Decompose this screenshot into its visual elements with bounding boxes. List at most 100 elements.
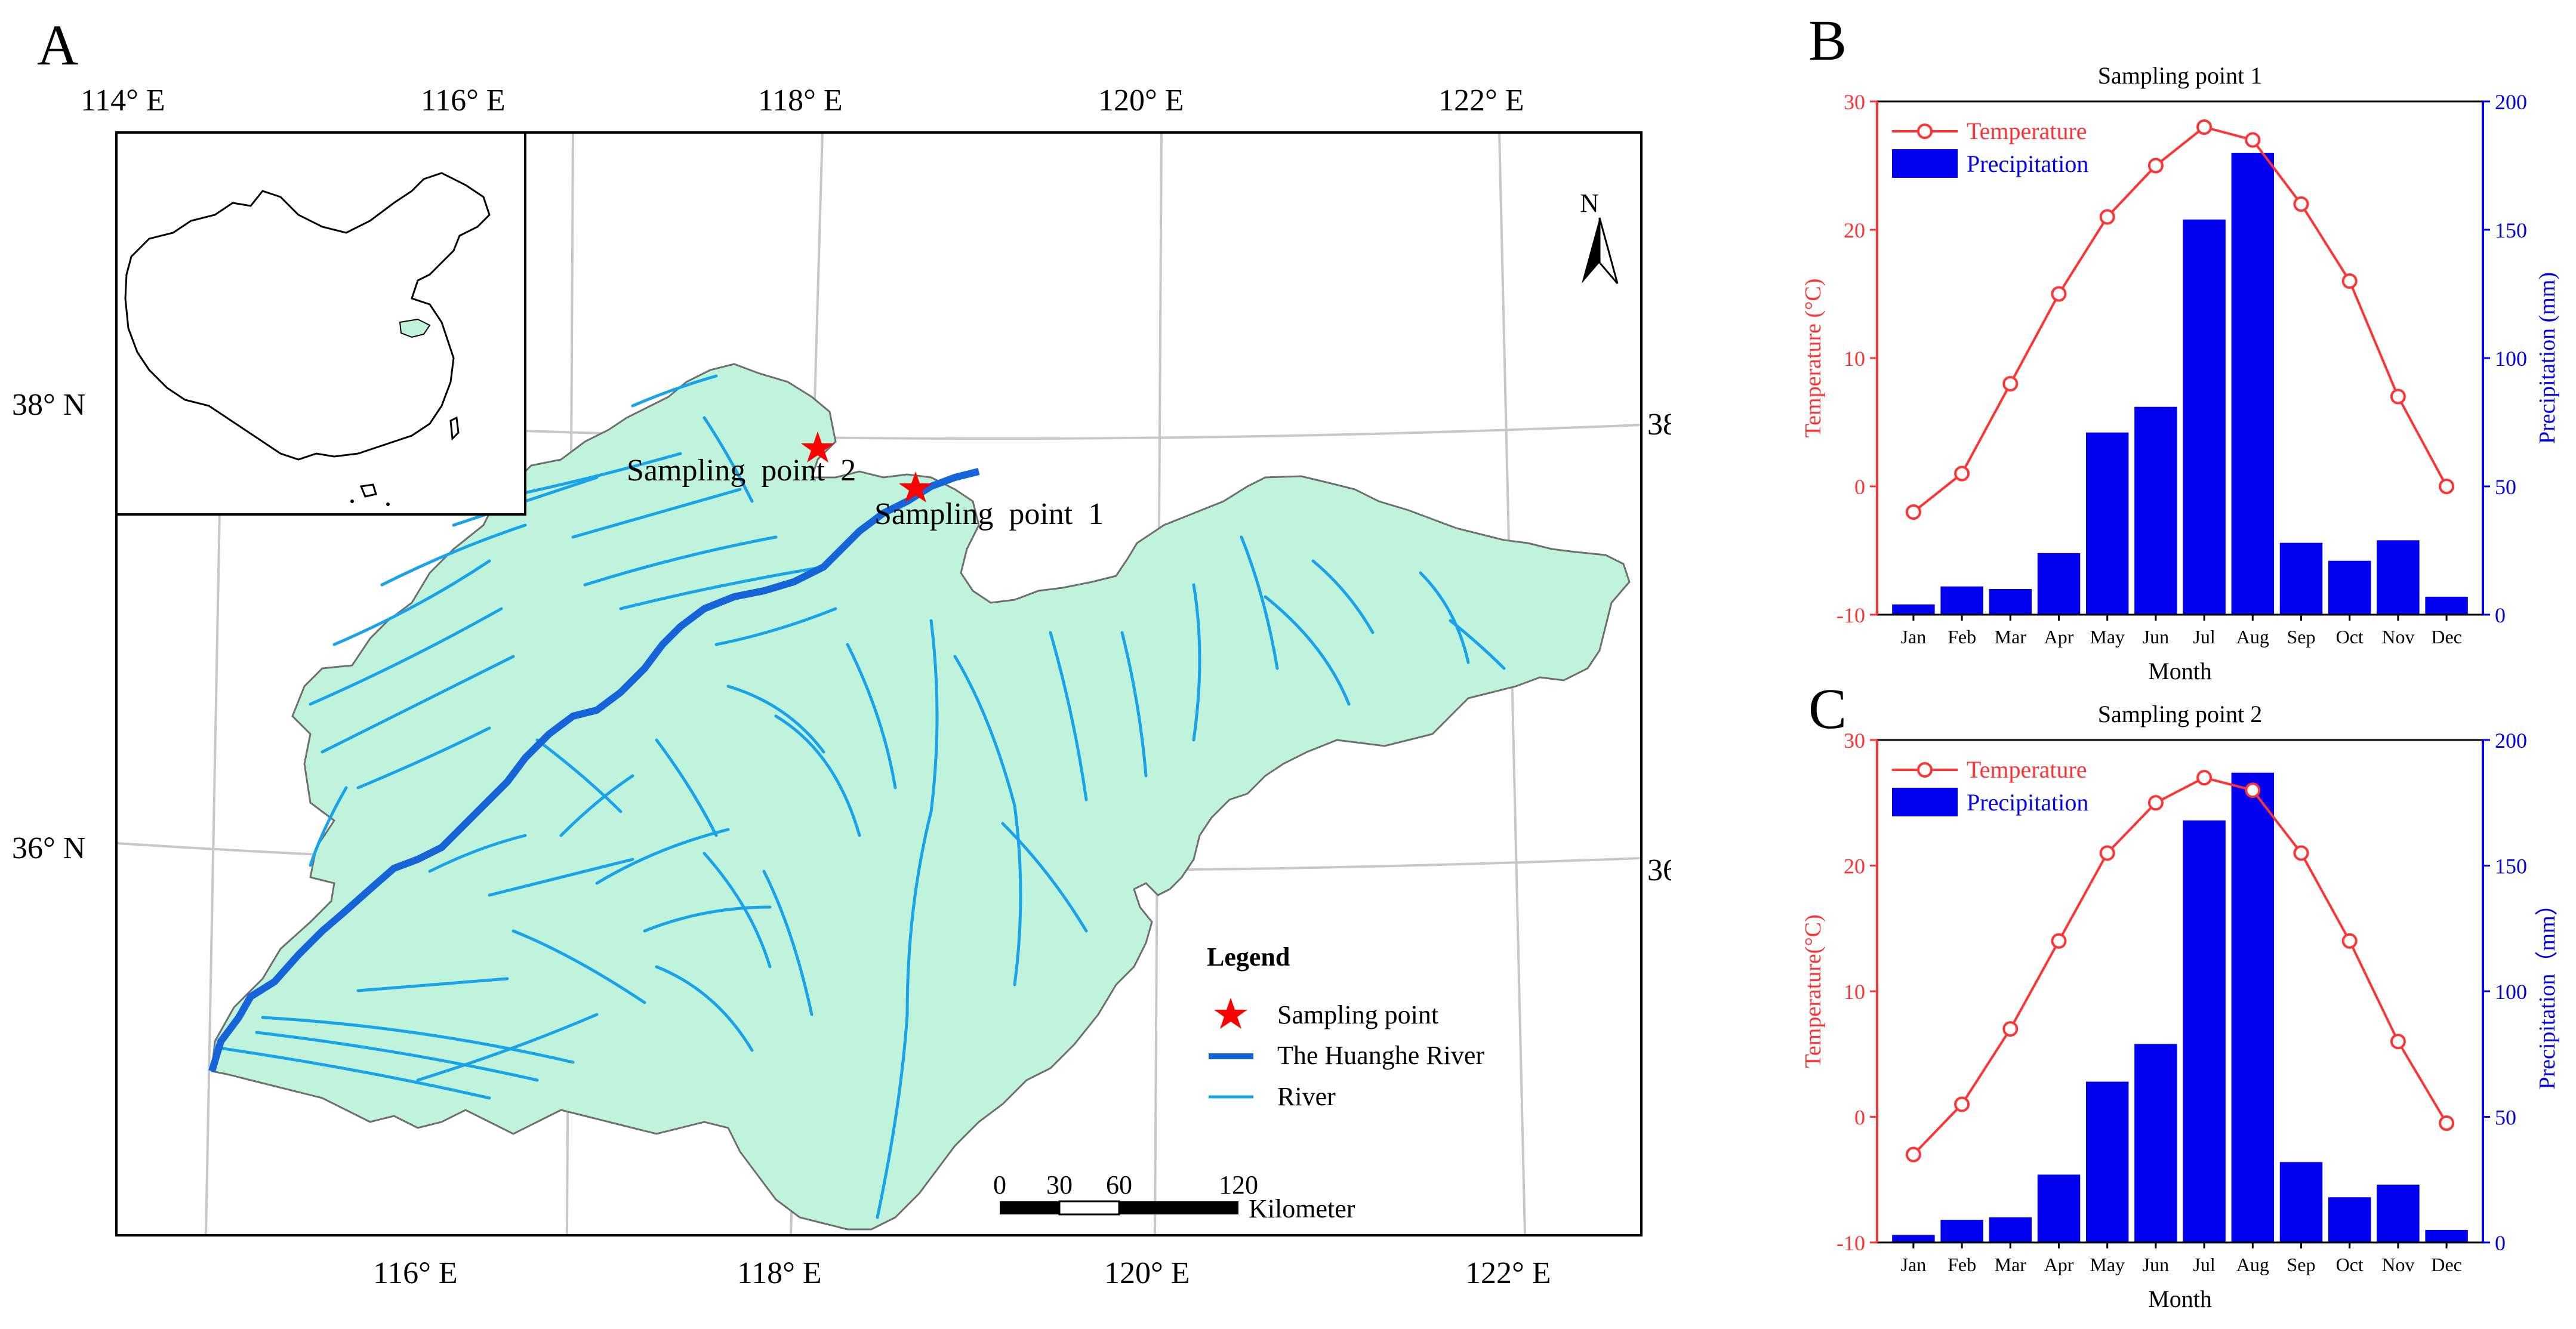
temperature-point [2245, 782, 2261, 798]
x-tick-label: Nov [2381, 1254, 2414, 1275]
temperature-line [1912, 125, 2448, 513]
temperature-point [2099, 209, 2115, 225]
left-tick-label: 20 [1844, 218, 1865, 242]
x-tick-label: Feb [1948, 626, 1976, 647]
temperature-point [2390, 388, 2406, 405]
right-tick-label: 50 [2495, 475, 2516, 499]
precipitation-bar [2183, 219, 2226, 615]
chart-svg: Sampling point 1 -10 0 10 20 30 0 50 100 150 200 Ja… [1801, 62, 2560, 684]
legend-temperature-marker [1917, 124, 1933, 139]
right-axis-label: Precipitation（mm） [2535, 893, 2560, 1089]
x-tick-label: Nov [2381, 626, 2414, 647]
top-lon-label: 120° E [1098, 84, 1184, 118]
precipitation-bar [1940, 1220, 1983, 1242]
legend-temperature-label: Temperature [1967, 756, 2087, 783]
left-lat-label: 36° N [12, 831, 85, 865]
right-tick-label: 150 [2495, 218, 2527, 242]
legend-title: Legend [1207, 942, 1290, 972]
scale-tick: 0 [993, 1170, 1006, 1200]
x-tick-label: Oct [2336, 1254, 2364, 1275]
left-tick-label: 30 [1844, 90, 1865, 114]
temperature-point [2390, 1034, 2406, 1050]
north-arrow: N [1580, 189, 1619, 284]
temperature-line [1912, 776, 2448, 1156]
map-frame [115, 131, 1643, 1237]
chart-title: Sampling point 2 [2098, 701, 2263, 727]
top-lon-label: 114° E [81, 84, 165, 118]
left-tick-label: 10 [1844, 347, 1865, 371]
left-tick-label: 0 [1854, 1106, 1865, 1130]
legend-precipitation-icon [1892, 149, 1958, 178]
x-tick-label: Dec [2431, 626, 2462, 647]
legend-huanghe-label: The Huanghe River [1277, 1041, 1484, 1070]
right-tick-label: 0 [2495, 1231, 2506, 1255]
precipitation-bar [2231, 772, 2275, 1242]
precipitation-bar [2328, 1197, 2371, 1242]
left-axis-label: Temperature (°C) [1801, 279, 1826, 438]
x-tick-label: Aug [2236, 1254, 2269, 1275]
precipitation-bar [2231, 153, 2275, 615]
legend-precipitation-icon [1892, 788, 1958, 816]
temperature-point [1954, 465, 1970, 482]
left-lat-label: 38° N [12, 388, 85, 422]
temperature-point [2002, 1021, 2019, 1037]
bottom-longitude-labels: 116° E 118° E 120° E 122° E [373, 1256, 1551, 1290]
scale-unit: Kilometer [1249, 1194, 1355, 1223]
x-tick-label: Sep [2287, 1254, 2316, 1275]
top-lon-label: 122° E [1438, 84, 1524, 118]
right-tick-label: 50 [2495, 1106, 2516, 1130]
x-tick-label: May [2090, 626, 2125, 647]
precipitation-bar [2037, 553, 2081, 615]
top-longitude-labels: 114° E 116° E 118° E 120° E 122° E [81, 84, 1524, 118]
plot-frame [1876, 100, 2484, 616]
x-tick-label: Aug [2236, 626, 2269, 647]
temperature-point [2051, 286, 2067, 302]
sampling-points [801, 431, 932, 502]
map-legend: Legend Sampling point The Huanghe River … [1207, 942, 1484, 1111]
x-tick-label: Dec [2431, 1254, 2462, 1275]
precipitation-bar [2425, 596, 2468, 615]
precipitation-bar [2037, 1174, 2081, 1242]
top-lon-label: 116° E [421, 84, 506, 118]
sampling-point-2-marker [801, 431, 834, 462]
x-tick-label: Jun [2143, 626, 2169, 647]
map-canvas: Sampling point 2 Sampling point 1 114° E… [12, 84, 1671, 1290]
island-dot-1 [350, 499, 354, 503]
right-axis-label: Precipitation (mm) [2535, 272, 2560, 444]
left-tick-label: -10 [1837, 1231, 1865, 1255]
left-latitude-labels: 38° N 36° N [12, 388, 85, 865]
temperature-point [1905, 504, 1921, 520]
left-tick-label: 20 [1844, 855, 1865, 878]
temperature-point [2147, 158, 2164, 174]
legend-sampling-point-label: Sampling point [1277, 1000, 1438, 1029]
right-tick-label: 200 [2495, 90, 2527, 114]
legend-temperature-marker [1917, 762, 1933, 778]
right-latitude-labels: 38° N 36° N [1647, 408, 1671, 887]
china-inset-map [115, 131, 526, 516]
x-tick-label: Jul [2193, 626, 2215, 647]
precipitation-bar [1892, 1235, 1935, 1242]
x-tick-label: Sep [2287, 626, 2316, 647]
bottom-lon-label: 120° E [1104, 1256, 1190, 1290]
right-tick-label: 200 [2495, 729, 2527, 753]
x-tick-label: Jan [1901, 1254, 1927, 1275]
temperature-point [2293, 196, 2309, 212]
precipitation-bar [2377, 1185, 2420, 1242]
temperature-point [2099, 845, 2115, 861]
temperature-point [2196, 770, 2213, 786]
legend-precipitation-label: Precipitation [1967, 789, 2088, 816]
legend-river-label: River [1277, 1082, 1336, 1111]
right-lat-label: 38° N [1647, 408, 1671, 442]
precipitation-bar [2377, 540, 2420, 615]
top-lon-label: 118° E [758, 84, 843, 118]
panel-label-a: A [37, 13, 79, 77]
hainan-outline [359, 483, 377, 498]
legend-temperature-label: Temperature [1967, 118, 2087, 144]
sampling-point-2-label: Sampling point 2 [627, 454, 856, 488]
precipitation-bar [2134, 1044, 2177, 1242]
x-axis-label: Month [2148, 658, 2212, 684]
climate-chart-sampling-point-2: Sampling point 2 -10 0 10 20 30 0 50 100 150 200 Ja… [1755, 692, 2572, 1326]
precipitation-bar [1892, 604, 1935, 615]
climate-chart-sampling-point-1: Sampling point 1 -10 0 10 20 30 0 50 100 150 200 Ja… [1755, 54, 2572, 698]
precipitation-bar [2279, 542, 2323, 615]
